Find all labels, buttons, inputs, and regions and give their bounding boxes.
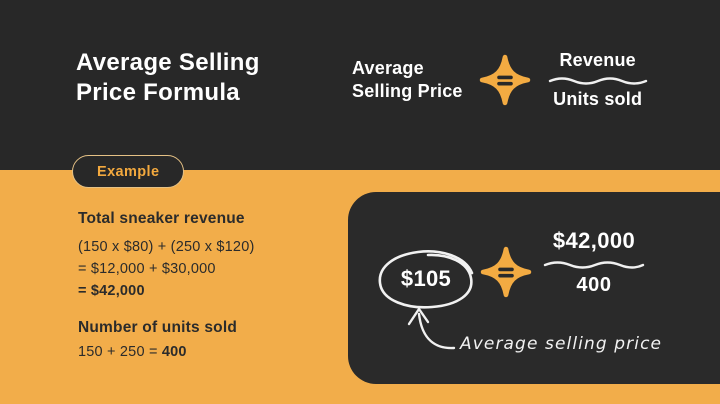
formula-denominator: Units sold bbox=[553, 89, 643, 109]
formula-lhs-line1: Average bbox=[352, 57, 424, 78]
example-calculation: Total sneaker revenue (150 x $80) + (250… bbox=[78, 210, 255, 360]
result-fraction: $42,000 400 bbox=[534, 228, 654, 297]
equals-diamond-icon bbox=[480, 246, 532, 298]
result-numerator: $42,000 bbox=[552, 228, 636, 253]
wavy-divider-icon bbox=[548, 77, 647, 85]
revenue-heading: Total sneaker revenue bbox=[78, 210, 245, 227]
example-badge: Example bbox=[72, 155, 185, 188]
revenue-total: = $42,000 bbox=[78, 282, 145, 299]
page-title-line2: Price Formula bbox=[76, 79, 240, 107]
units-heading: Number of units sold bbox=[78, 319, 237, 337]
revenue-line2: = $12,000 + $30,000 bbox=[78, 260, 216, 277]
formula-lhs-line2: Selling Price bbox=[352, 81, 463, 101]
units-total: 400 bbox=[161, 344, 187, 361]
asp-value: $105 bbox=[400, 266, 452, 291]
hand-drawn-circle-icon bbox=[378, 250, 474, 309]
revenue-line1: (150 x $80) + (250 x $120) bbox=[78, 239, 255, 255]
example-badge-label: Example bbox=[97, 163, 160, 180]
result-denominator: 400 bbox=[576, 274, 612, 296]
units-line: 150 + 250 = 400 bbox=[78, 344, 255, 360]
asp-annotation: Average selling price bbox=[460, 334, 663, 354]
formula: Average Selling Price Revenue Units sold bbox=[352, 50, 649, 110]
formula-fraction: Revenue Units sold bbox=[547, 50, 649, 110]
result-card: $105 $42,000 400 Average selling price bbox=[348, 192, 720, 384]
asp-circled-value: $105 bbox=[376, 248, 476, 310]
equals-diamond-icon bbox=[479, 54, 531, 106]
page-title: Average Selling Price Formula bbox=[76, 48, 260, 108]
page-title-line1: Average Selling bbox=[76, 49, 260, 76]
wavy-divider-icon bbox=[543, 261, 645, 269]
formula-numerator: Revenue bbox=[559, 50, 636, 70]
revenue-lines: (150 x $80) + (250 x $120) = $12,000 + $… bbox=[78, 237, 255, 302]
units-line-prefix: 150 + 250 = bbox=[78, 344, 162, 361]
formula-lhs: Average Selling Price bbox=[352, 57, 463, 103]
hand-drawn-arrow-icon bbox=[407, 307, 456, 350]
header-section: Average Selling Price Formula Average Se… bbox=[0, 0, 720, 170]
